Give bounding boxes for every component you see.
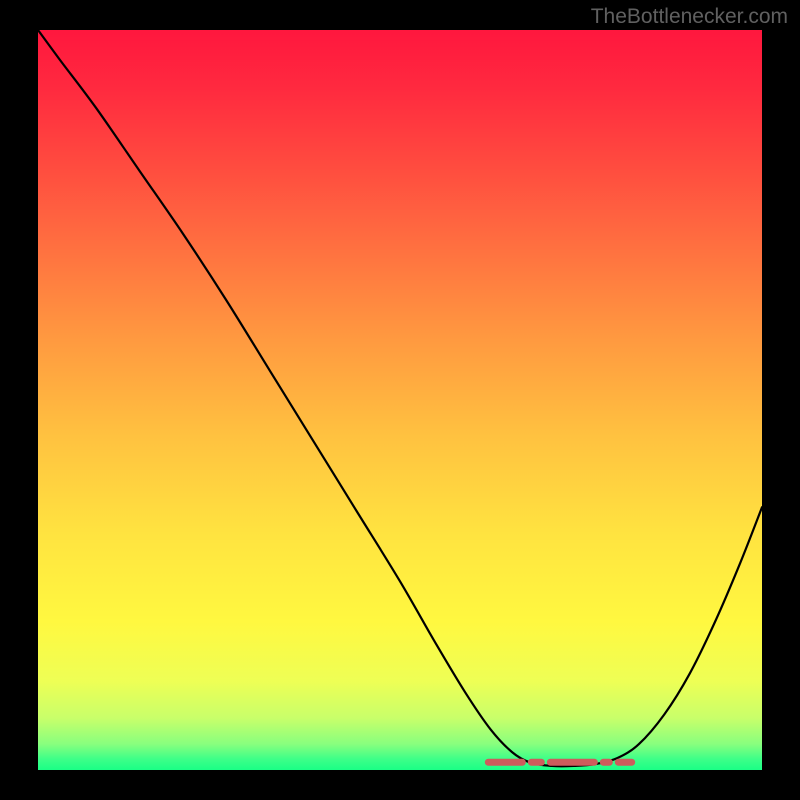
chart-plot-area bbox=[38, 30, 762, 770]
chart-curve-layer bbox=[38, 30, 762, 770]
bottleneck-curve bbox=[38, 30, 762, 766]
watermark-text: TheBottlenecker.com bbox=[591, 5, 788, 29]
